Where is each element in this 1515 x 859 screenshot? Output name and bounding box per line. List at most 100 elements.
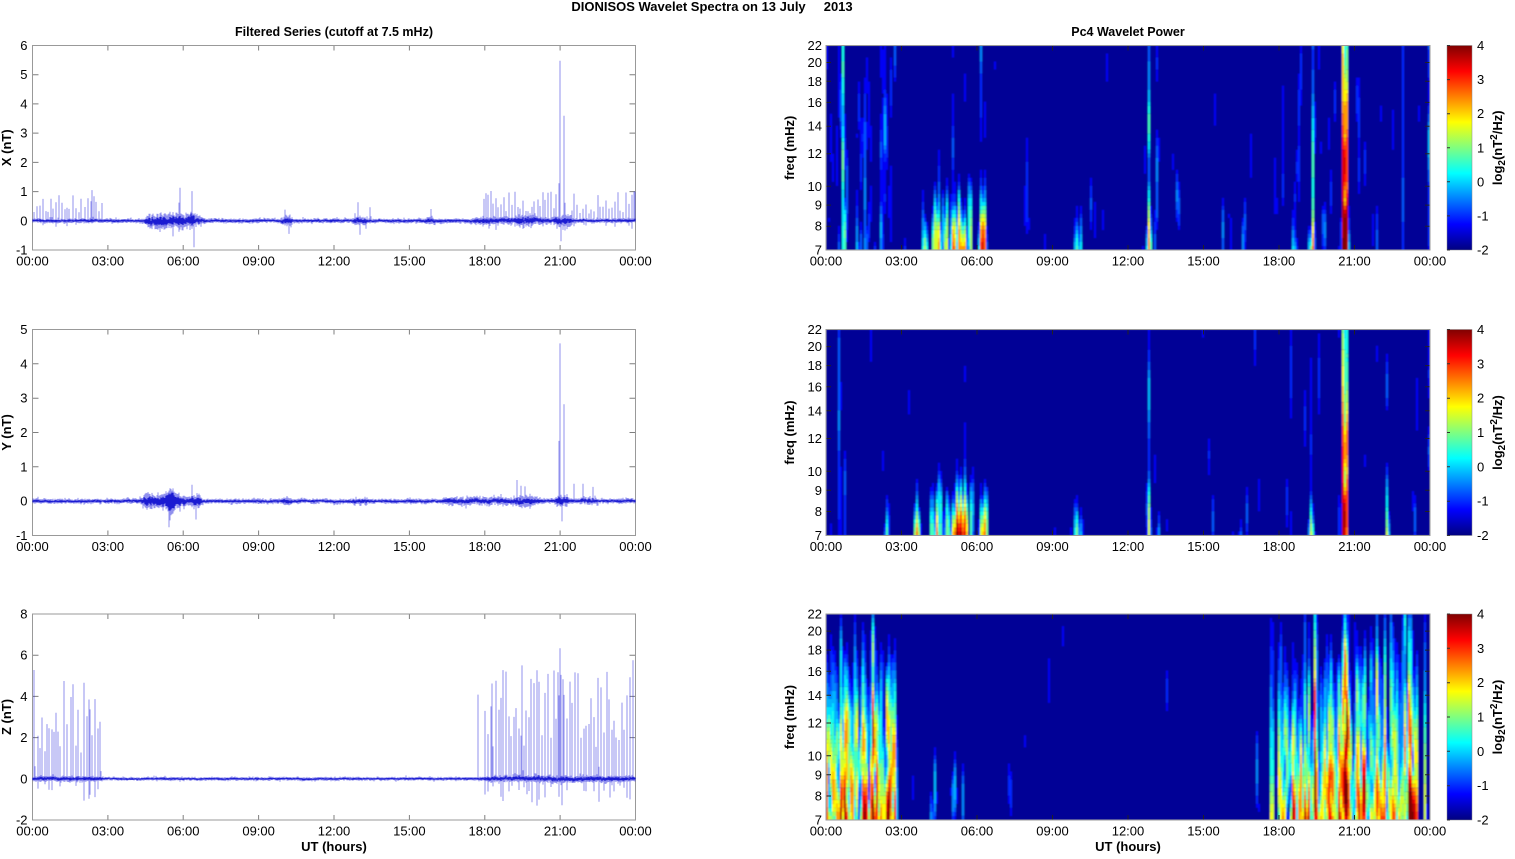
svg-text:00:00: 00:00	[16, 254, 49, 269]
svg-text:12:00: 12:00	[1112, 539, 1145, 554]
svg-text:14: 14	[808, 403, 822, 418]
svg-text:00:00: 00:00	[1414, 824, 1447, 839]
svg-text:00:00: 00:00	[16, 824, 49, 839]
svg-text:18:00: 18:00	[1263, 824, 1296, 839]
svg-text:18: 18	[808, 74, 822, 89]
svg-text:2: 2	[20, 425, 27, 440]
svg-text:12:00: 12:00	[1112, 254, 1145, 269]
svg-text:3: 3	[20, 391, 27, 406]
svg-text:Y (nT): Y (nT)	[0, 414, 14, 451]
svg-text:8: 8	[815, 504, 822, 519]
svg-text:15:00: 15:00	[1187, 254, 1220, 269]
svg-text:16: 16	[808, 379, 822, 394]
svg-text:03:00: 03:00	[885, 254, 918, 269]
svg-text:03:00: 03:00	[92, 539, 125, 554]
svg-text:-2: -2	[1477, 528, 1489, 543]
svg-text:09:00: 09:00	[242, 539, 275, 554]
svg-text:freq (mHz): freq (mHz)	[782, 685, 797, 749]
svg-text:21:00: 21:00	[1338, 254, 1371, 269]
svg-text:freq (mHz): freq (mHz)	[782, 116, 797, 180]
svg-text:22: 22	[808, 38, 822, 53]
svg-text:7: 7	[815, 243, 822, 258]
svg-text:03:00: 03:00	[885, 539, 918, 554]
svg-text:X (nT): X (nT)	[0, 129, 14, 166]
svg-text:0: 0	[1477, 744, 1484, 759]
svg-text:3: 3	[20, 126, 27, 141]
svg-text:18:00: 18:00	[1263, 254, 1296, 269]
svg-text:-2: -2	[16, 813, 28, 828]
svg-text:log2(nT2/Hz): log2(nT2/Hz)	[1489, 680, 1508, 755]
svg-text:9: 9	[815, 198, 822, 213]
svg-text:8: 8	[815, 219, 822, 234]
svg-text:06:00: 06:00	[961, 254, 994, 269]
svg-text:2: 2	[1477, 106, 1484, 121]
svg-text:22: 22	[808, 607, 822, 622]
svg-text:18:00: 18:00	[468, 254, 501, 269]
svg-text:0: 0	[20, 771, 27, 786]
svg-text:21:00: 21:00	[544, 539, 577, 554]
svg-text:-1: -1	[1477, 778, 1489, 793]
svg-text:00:00: 00:00	[810, 824, 843, 839]
svg-text:10: 10	[808, 464, 822, 479]
svg-text:03:00: 03:00	[92, 254, 125, 269]
svg-text:15:00: 15:00	[1187, 824, 1220, 839]
svg-text:1: 1	[1477, 710, 1484, 725]
svg-text:18:00: 18:00	[468, 539, 501, 554]
svg-text:21:00: 21:00	[544, 254, 577, 269]
svg-text:0: 0	[1477, 174, 1484, 189]
svg-text:00:00: 00:00	[619, 824, 652, 839]
svg-text:4: 4	[20, 96, 27, 111]
svg-text:4: 4	[1477, 322, 1484, 337]
svg-text:18: 18	[808, 358, 822, 373]
svg-text:09:00: 09:00	[1036, 254, 1069, 269]
svg-text:15:00: 15:00	[393, 824, 426, 839]
svg-text:3: 3	[1477, 641, 1484, 656]
svg-text:Filtered Series (cutoff at 7.5: Filtered Series (cutoff at 7.5 mHz)	[235, 25, 433, 39]
svg-text:03:00: 03:00	[885, 824, 918, 839]
svg-text:21:00: 21:00	[1338, 824, 1371, 839]
svg-text:20: 20	[808, 55, 822, 70]
svg-text:9: 9	[815, 483, 822, 498]
svg-text:-1: -1	[1477, 208, 1489, 223]
svg-text:12:00: 12:00	[318, 254, 351, 269]
svg-text:2: 2	[1477, 675, 1484, 690]
svg-text:09:00: 09:00	[1036, 824, 1069, 839]
svg-text:10: 10	[808, 748, 822, 763]
svg-text:7: 7	[815, 813, 822, 828]
svg-text:UT (hours): UT (hours)	[1095, 839, 1161, 854]
svg-text:21:00: 21:00	[544, 824, 577, 839]
svg-text:21:00: 21:00	[1338, 539, 1371, 554]
svg-text:06:00: 06:00	[167, 539, 200, 554]
svg-text:3: 3	[1477, 72, 1484, 87]
svg-text:14: 14	[808, 119, 822, 134]
svg-text:4: 4	[20, 689, 27, 704]
svg-text:1: 1	[1477, 140, 1484, 155]
svg-text:8: 8	[815, 788, 822, 803]
svg-text:4: 4	[1477, 607, 1484, 622]
svg-text:-2: -2	[1477, 813, 1489, 828]
svg-text:12: 12	[808, 431, 822, 446]
svg-text:20: 20	[808, 624, 822, 639]
svg-text:00:00: 00:00	[1414, 254, 1447, 269]
svg-text:UT (hours): UT (hours)	[301, 839, 367, 854]
svg-text:2: 2	[1477, 391, 1484, 406]
svg-text:6: 6	[20, 648, 27, 663]
svg-text:00:00: 00:00	[619, 254, 652, 269]
svg-text:8: 8	[20, 607, 27, 622]
svg-text:-2: -2	[1477, 243, 1489, 258]
svg-text:00:00: 00:00	[810, 254, 843, 269]
svg-text:0: 0	[20, 494, 27, 509]
svg-text:20: 20	[808, 339, 822, 354]
svg-text:10: 10	[808, 179, 822, 194]
svg-text:00:00: 00:00	[619, 539, 652, 554]
svg-text:1: 1	[1477, 425, 1484, 440]
svg-text:4: 4	[1477, 38, 1484, 53]
svg-text:4: 4	[20, 356, 27, 371]
svg-text:18:00: 18:00	[1263, 539, 1296, 554]
svg-text:15:00: 15:00	[1187, 539, 1220, 554]
svg-text:-1: -1	[1477, 494, 1489, 509]
svg-text:12:00: 12:00	[318, 824, 351, 839]
svg-text:00:00: 00:00	[1414, 539, 1447, 554]
svg-text:2: 2	[20, 155, 27, 170]
svg-text:Pc4 Wavelet Power: Pc4 Wavelet Power	[1071, 25, 1185, 39]
